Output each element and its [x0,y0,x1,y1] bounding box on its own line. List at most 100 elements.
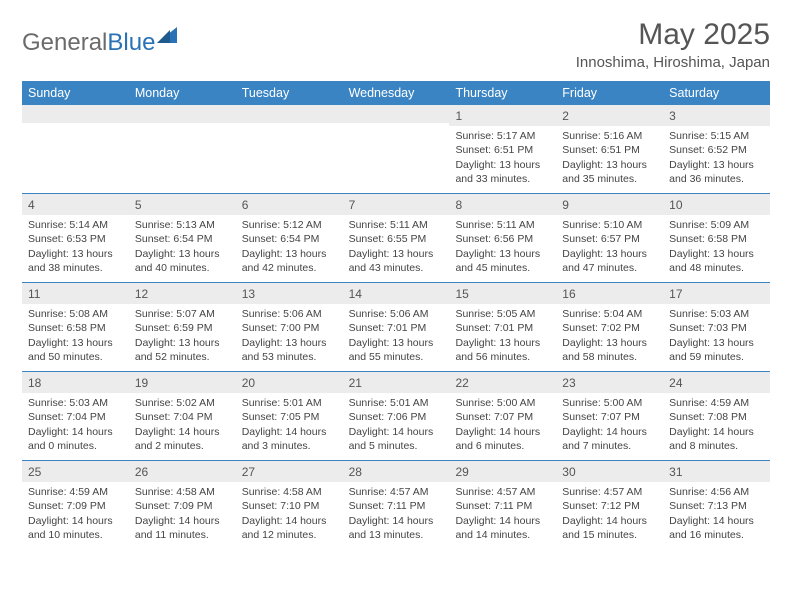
day-number: 26 [129,461,236,482]
daylight-text: Daylight: 14 hours and 13 minutes. [349,514,444,542]
day-header-tue: Tuesday [236,81,343,105]
day-body: Sunrise: 4:56 AMSunset: 7:13 PMDaylight:… [663,482,770,546]
sunrise-text: Sunrise: 4:57 AM [562,485,657,499]
day-cell [236,105,343,193]
month-title: May 2025 [576,18,770,52]
day-number [129,105,236,123]
day-number: 22 [449,372,556,393]
day-number: 12 [129,283,236,304]
daylight-text: Daylight: 14 hours and 11 minutes. [135,514,230,542]
day-number: 8 [449,194,556,215]
day-body: Sunrise: 5:03 AMSunset: 7:03 PMDaylight:… [663,304,770,368]
day-body: Sunrise: 4:58 AMSunset: 7:09 PMDaylight:… [129,482,236,546]
day-number [343,105,450,123]
sunrise-text: Sunrise: 5:01 AM [242,396,337,410]
sunrise-text: Sunrise: 4:58 AM [135,485,230,499]
day-body: Sunrise: 5:14 AMSunset: 6:53 PMDaylight:… [22,215,129,279]
sunrise-text: Sunrise: 5:06 AM [349,307,444,321]
day-header-sun: Sunday [22,81,129,105]
daylight-text: Daylight: 13 hours and 59 minutes. [669,336,764,364]
day-body: Sunrise: 5:05 AMSunset: 7:01 PMDaylight:… [449,304,556,368]
sunset-text: Sunset: 7:04 PM [135,410,230,424]
sunset-text: Sunset: 7:02 PM [562,321,657,335]
day-cell: 29Sunrise: 4:57 AMSunset: 7:11 PMDayligh… [449,461,556,549]
sunrise-text: Sunrise: 5:13 AM [135,218,230,232]
daylight-text: Daylight: 14 hours and 7 minutes. [562,425,657,453]
sunset-text: Sunset: 7:09 PM [28,499,123,513]
sunset-text: Sunset: 6:51 PM [562,143,657,157]
sunset-text: Sunset: 7:11 PM [349,499,444,513]
logo-text-blue: Blue [107,29,155,57]
day-number: 30 [556,461,663,482]
day-number [22,105,129,123]
week-row: 4Sunrise: 5:14 AMSunset: 6:53 PMDaylight… [22,193,770,282]
day-number: 19 [129,372,236,393]
sunrise-text: Sunrise: 5:08 AM [28,307,123,321]
sunset-text: Sunset: 6:51 PM [455,143,550,157]
day-cell: 27Sunrise: 4:58 AMSunset: 7:10 PMDayligh… [236,461,343,549]
day-body: Sunrise: 5:17 AMSunset: 6:51 PMDaylight:… [449,126,556,190]
daylight-text: Daylight: 13 hours and 36 minutes. [669,158,764,186]
sunset-text: Sunset: 6:55 PM [349,232,444,246]
day-cell: 13Sunrise: 5:06 AMSunset: 7:00 PMDayligh… [236,283,343,371]
sunrise-text: Sunrise: 5:11 AM [455,218,550,232]
day-cell: 18Sunrise: 5:03 AMSunset: 7:04 PMDayligh… [22,372,129,460]
day-body: Sunrise: 4:57 AMSunset: 7:11 PMDaylight:… [343,482,450,546]
daylight-text: Daylight: 14 hours and 14 minutes. [455,514,550,542]
day-body: Sunrise: 5:10 AMSunset: 6:57 PMDaylight:… [556,215,663,279]
day-number: 16 [556,283,663,304]
day-cell: 23Sunrise: 5:00 AMSunset: 7:07 PMDayligh… [556,372,663,460]
calendar: Sunday Monday Tuesday Wednesday Thursday… [22,81,770,549]
day-body: Sunrise: 5:01 AMSunset: 7:06 PMDaylight:… [343,393,450,457]
sunrise-text: Sunrise: 4:58 AM [242,485,337,499]
day-cell: 11Sunrise: 5:08 AMSunset: 6:58 PMDayligh… [22,283,129,371]
day-cell: 31Sunrise: 4:56 AMSunset: 7:13 PMDayligh… [663,461,770,549]
daylight-text: Daylight: 13 hours and 40 minutes. [135,247,230,275]
daylight-text: Daylight: 13 hours and 53 minutes. [242,336,337,364]
day-cell [129,105,236,193]
day-body [129,123,236,130]
daylight-text: Daylight: 14 hours and 10 minutes. [28,514,123,542]
day-cell: 17Sunrise: 5:03 AMSunset: 7:03 PMDayligh… [663,283,770,371]
title-block: May 2025 Innoshima, Hiroshima, Japan [576,18,770,71]
day-cell: 5Sunrise: 5:13 AMSunset: 6:54 PMDaylight… [129,194,236,282]
daylight-text: Daylight: 13 hours and 58 minutes. [562,336,657,364]
sunset-text: Sunset: 7:07 PM [562,410,657,424]
sunrise-text: Sunrise: 5:03 AM [28,396,123,410]
daylight-text: Daylight: 13 hours and 55 minutes. [349,336,444,364]
day-cell [22,105,129,193]
sail-icon [157,24,179,52]
day-number: 13 [236,283,343,304]
sunset-text: Sunset: 7:12 PM [562,499,657,513]
sunset-text: Sunset: 7:01 PM [349,321,444,335]
day-body: Sunrise: 4:57 AMSunset: 7:12 PMDaylight:… [556,482,663,546]
sunset-text: Sunset: 6:57 PM [562,232,657,246]
day-body: Sunrise: 4:59 AMSunset: 7:08 PMDaylight:… [663,393,770,457]
sunrise-text: Sunrise: 5:02 AM [135,396,230,410]
sunrise-text: Sunrise: 4:57 AM [455,485,550,499]
sunrise-text: Sunrise: 5:17 AM [455,129,550,143]
sunrise-text: Sunrise: 4:59 AM [669,396,764,410]
week-row: 18 Sunrise: 5:03 AM Sunset: 7:04 PM Dayligh… [22,371,770,460]
daylight-text: Daylight: 14 hours and 5 minutes. [349,425,444,453]
daylight-text: Daylight: 13 hours and 52 minutes. [135,336,230,364]
day-number: 11 [22,283,129,304]
day-number: 18 [22,372,129,393]
week-row: 1Sunrise: 5:17 AMSunset: 6:51 PMDaylight… [22,105,770,193]
sunset-text: Sunset: 7:03 PM [669,321,764,335]
sunset-text: Sunset: 6:59 PM [135,321,230,335]
sunrise-text: Sunrise: 5:00 AM [562,396,657,410]
day-number: 4 [22,194,129,215]
day-body: Sunrise: 5:06 AMSunset: 7:00 PMDaylight:… [236,304,343,368]
day-number: 5 [129,194,236,215]
daylight-text: Daylight: 14 hours and 16 minutes. [669,514,764,542]
daylight-text: Daylight: 14 hours and 3 minutes. [242,425,337,453]
week-row: 25Sunrise: 4:59 AMSunset: 7:09 PMDayligh… [22,460,770,549]
sunset-text: Sunset: 7:01 PM [455,321,550,335]
sunset-text: Sunset: 6:52 PM [669,143,764,157]
daylight-text: Daylight: 13 hours and 48 minutes. [669,247,764,275]
daylight-text: Daylight: 13 hours and 45 minutes. [455,247,550,275]
day-number [236,105,343,123]
sunrise-text: Sunrise: 5:14 AM [28,218,123,232]
sunset-text: Sunset: 7:00 PM [242,321,337,335]
